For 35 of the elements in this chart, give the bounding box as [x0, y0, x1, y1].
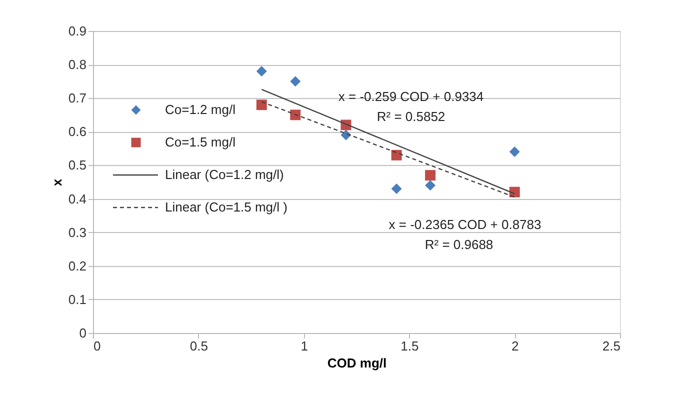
- y-tick-label: 0.6: [68, 124, 86, 140]
- point: [290, 76, 301, 87]
- point: [391, 183, 402, 194]
- x-tick-label: 2.5: [602, 338, 620, 354]
- y-axis-title: x: [49, 178, 64, 186]
- x-tick-label: 1.5: [400, 338, 419, 354]
- legend-label: Co=1.2 mg/l: [165, 102, 236, 117]
- point: [290, 110, 301, 120]
- legend-label: Linear (Co=1.5 mg/l ): [165, 200, 288, 214]
- annotation: x = -0.2365 COD + 0.8783: [388, 217, 542, 232]
- annotation: R² = 0.9688: [424, 237, 494, 252]
- x-axis-title: COD mg/l: [327, 356, 387, 370]
- y-tick-label: 0.3: [68, 224, 86, 240]
- x-tick-label: 2: [511, 338, 519, 354]
- point: [425, 180, 436, 191]
- y-tick-label: 0.5: [68, 158, 86, 173]
- annotation: x = -0.259 COD + 0.9334: [338, 89, 484, 104]
- x-tick-label: 0.5: [190, 338, 208, 354]
- legend-label: Linear (Co=1.2 mg/l): [165, 167, 284, 182]
- point: [425, 170, 436, 181]
- annotation: R² = 0.5852: [376, 109, 446, 124]
- y-tick-label: 0.8: [68, 57, 86, 72]
- y-tick-label: 0.2: [68, 258, 86, 274]
- y-tick-label: 0.7: [68, 90, 86, 106]
- y-tick-label: 0.1: [68, 292, 86, 307]
- point: [256, 66, 267, 77]
- x-tick-label: 1: [300, 338, 308, 354]
- y-tick-label: 0.9: [68, 24, 86, 38]
- point: [509, 146, 520, 158]
- point: [391, 150, 402, 160]
- y-tick-label: 0.4: [68, 191, 86, 206]
- y-tick-label: 0: [79, 326, 86, 340]
- legend-label: Co=1.5 mg/l: [165, 134, 236, 150]
- x-tick-label: 0: [94, 338, 101, 354]
- point: [256, 100, 267, 110]
